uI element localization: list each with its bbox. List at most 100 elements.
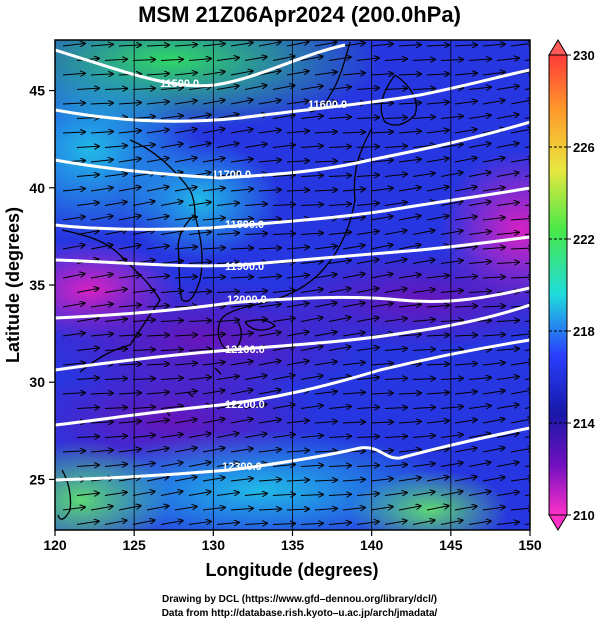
wind-arrow bbox=[202, 218, 225, 220]
x-tick-label: 130 bbox=[202, 537, 226, 553]
wind-arrow bbox=[118, 393, 141, 394]
wind-arrow bbox=[314, 42, 337, 47]
wind-arrow bbox=[160, 231, 183, 235]
shading-cyan-center bbox=[120, 140, 280, 260]
wind-arrow bbox=[146, 477, 169, 482]
wind-arrow bbox=[510, 390, 530, 395]
wind-arrow bbox=[398, 45, 421, 46]
wind-arrow bbox=[62, 73, 85, 75]
wind-arrow bbox=[328, 436, 351, 437]
coastline-japan-honshu bbox=[221, 127, 373, 319]
wind-arrow bbox=[258, 160, 281, 162]
wind-arrow bbox=[356, 117, 379, 118]
wind-arrow bbox=[300, 86, 323, 90]
wind-arrow bbox=[174, 44, 197, 46]
contour-label-12000: 12000.0 bbox=[227, 294, 267, 306]
wind-arrow bbox=[272, 434, 295, 437]
wind-arrow bbox=[440, 320, 463, 321]
wind-arrow bbox=[230, 100, 253, 105]
wind-arrow bbox=[104, 230, 127, 235]
wind-arrow bbox=[482, 44, 505, 46]
wind-arrow bbox=[90, 393, 113, 394]
wind-arrow bbox=[384, 348, 407, 350]
wind-arrow bbox=[174, 506, 197, 511]
wind-arrow bbox=[468, 378, 491, 380]
wind-arrow bbox=[160, 349, 183, 350]
wind-arrow bbox=[440, 260, 463, 263]
wind-arrow bbox=[230, 248, 253, 249]
wind-arrow bbox=[468, 231, 491, 234]
wind-arrow bbox=[104, 378, 127, 379]
wind-arrow bbox=[300, 146, 323, 148]
wind-arrow bbox=[468, 87, 491, 89]
wind-arrow bbox=[300, 175, 323, 176]
wind-arrow bbox=[104, 59, 127, 60]
wind-arrow bbox=[286, 332, 309, 337]
wind-arrow bbox=[286, 190, 309, 191]
wind-arrow bbox=[118, 421, 141, 423]
wind-arrow bbox=[314, 246, 337, 249]
wind-arrow bbox=[356, 407, 379, 408]
wind-arrow bbox=[258, 509, 281, 510]
wind-arrow bbox=[174, 101, 197, 105]
wind-arrow bbox=[496, 522, 519, 525]
colorbar-body bbox=[548, 54, 568, 516]
wind-arrow bbox=[384, 318, 407, 321]
wind-arrow bbox=[132, 378, 155, 379]
wind-arrow bbox=[118, 216, 141, 221]
wind-arrow bbox=[454, 335, 477, 336]
wind-arrow bbox=[146, 448, 169, 453]
wind-arrow bbox=[62, 217, 85, 221]
wind-arrow bbox=[482, 277, 505, 278]
wind-arrow bbox=[454, 306, 477, 307]
wind-arrow bbox=[258, 190, 281, 191]
wind-arrow bbox=[258, 71, 281, 76]
wind-arrow bbox=[440, 407, 463, 409]
wind-arrow bbox=[188, 143, 211, 148]
wind-arrow bbox=[412, 349, 435, 350]
wind-arrow bbox=[412, 260, 435, 264]
wind-arrow bbox=[510, 419, 530, 424]
wind-arrow bbox=[524, 117, 530, 119]
colorbar-tick-label: 218 bbox=[573, 324, 595, 339]
wind-arrow bbox=[174, 129, 197, 134]
wind-arrow bbox=[160, 201, 183, 206]
wind-arrow bbox=[426, 187, 449, 192]
wind-arrow bbox=[258, 479, 281, 481]
contour-12300 bbox=[55, 426, 530, 482]
contour-label-11500: 11500.0 bbox=[160, 78, 199, 90]
contour-11500 bbox=[55, 43, 346, 88]
wind-arrow bbox=[244, 144, 267, 148]
wind-arrow bbox=[370, 393, 393, 394]
wind-arrow bbox=[426, 158, 449, 163]
wind-arrow bbox=[482, 391, 505, 395]
wind-arrow bbox=[496, 173, 519, 177]
contour-11700 bbox=[55, 120, 530, 180]
wind-arrow bbox=[188, 433, 211, 438]
wind-arrow bbox=[524, 407, 530, 409]
wind-arrow bbox=[202, 44, 225, 46]
wind-arrow bbox=[118, 275, 141, 278]
wind-arrow bbox=[286, 42, 309, 47]
wind-arrow bbox=[356, 146, 379, 147]
temperature-field: 11500.0 11600.0 11700.0 11800.0 11900.0 … bbox=[55, 40, 530, 530]
wind-arrow bbox=[272, 85, 295, 90]
wind-arrow bbox=[104, 174, 127, 177]
wind-arrow bbox=[510, 158, 530, 163]
wind-arrow bbox=[412, 117, 435, 119]
x-tick-label: 135 bbox=[281, 537, 305, 553]
wind-arrow bbox=[104, 319, 127, 322]
wind-arrow bbox=[412, 173, 435, 177]
wind-arrow bbox=[258, 390, 281, 395]
wind-arrow bbox=[160, 144, 183, 148]
wind-arrow bbox=[132, 320, 155, 322]
wind-arrow bbox=[314, 480, 337, 481]
wind-arrow bbox=[370, 44, 393, 46]
wind-arrow bbox=[314, 190, 337, 191]
wind-arrow bbox=[370, 132, 393, 133]
wind-arrow bbox=[440, 491, 463, 496]
wind-arrow bbox=[188, 232, 211, 235]
wind-arrow bbox=[174, 448, 197, 453]
wind-arrow bbox=[454, 101, 477, 104]
wind-arrow bbox=[286, 480, 309, 481]
